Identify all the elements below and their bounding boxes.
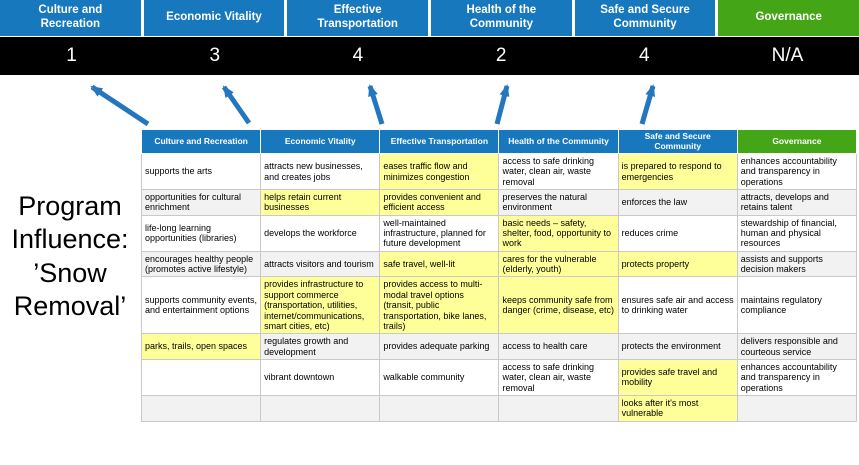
matrix-cell: enforces the law (617, 189, 738, 216)
matrix-cell-highlighted: cares for the vulnerable (elderly, youth… (498, 250, 619, 278)
banner-category-label: Effective Transportation (317, 4, 398, 30)
matrix-row: opportunities for cultural enrichment hel… (140, 189, 858, 216)
up-arrow-icon (90, 84, 150, 127)
banner-category-label: Governance (755, 11, 822, 24)
score-value: 1 (66, 45, 77, 66)
score-band: 1 3 4 2 4 N/A (0, 37, 859, 75)
matrix-header: Effective Transportation (379, 128, 500, 155)
matrix-row: looks after it's most vulnerable (140, 394, 858, 422)
matrix-header: Health of the Community (498, 128, 619, 155)
score-value: 4 (638, 45, 650, 66)
matrix-cell: develops the workforce (260, 214, 381, 252)
influence-arrows (90, 84, 656, 127)
score-value: 3 (209, 45, 221, 66)
matrix-cell: protects the environment (617, 333, 738, 360)
matrix-cell-highlighted: provides access to multi-modal travel op… (379, 276, 500, 335)
matrix-row: supports the arts attracts new businesses… (140, 153, 858, 191)
matrix-cell: delivers responsible and courteous servi… (736, 333, 858, 360)
matrix-cell: walkable community (379, 358, 500, 396)
matrix-header: Safe and Secure Community (617, 128, 738, 155)
banner-category-label: Safe and Secure Community (600, 4, 690, 30)
matrix-cell: vibrant downtown (260, 358, 381, 396)
score-value: N/A (771, 45, 804, 66)
banner-category-label: Health of the Community (466, 4, 537, 30)
matrix-header: Governance (736, 128, 858, 155)
banner-category: Health of the Community (431, 0, 572, 36)
matrix-cell-highlighted: provides safe travel and mobility (617, 358, 738, 396)
matrix-cell (140, 358, 262, 396)
matrix-cell-highlighted: provides convenient and efficient access (379, 189, 500, 216)
matrix-cell: access to safe drinking water, clean air… (498, 358, 619, 396)
matrix-cell: preserves the natural environment (498, 189, 619, 216)
matrix-cell (379, 394, 500, 422)
matrix-header: Economic Vitality (260, 128, 381, 155)
matrix-cell: maintains regulatory compliance (736, 276, 858, 335)
up-arrow-icon (367, 84, 385, 125)
matrix-cell (736, 394, 858, 422)
matrix-cell: opportunities for cultural enrichment (140, 189, 262, 216)
matrix-cell-highlighted: is prepared to respond to emergencies (617, 153, 738, 191)
matrix-cell: well-maintained infrastructure, planned … (379, 214, 500, 252)
matrix-cell-highlighted: helps retain current businesses (260, 189, 381, 216)
matrix-cell-highlighted: basic needs – safety, shelter, food, opp… (498, 214, 619, 252)
matrix-cell: access to safe drinking water, clean air… (498, 153, 619, 191)
matrix-row: encourages healthy people (promotes acti… (140, 250, 858, 278)
matrix-cell: attracts, develops and retains talent (736, 189, 858, 216)
banner-category: Economic Vitality (143, 0, 285, 36)
matrix-cell: ensures safe air and access to drinking … (617, 276, 738, 335)
banner-category: Effective Transportation (287, 0, 429, 36)
matrix-cell: supports the arts (140, 153, 262, 191)
banner-category: Culture and Recreation (0, 0, 141, 36)
matrix-cell: encourages healthy people (promotes acti… (140, 250, 262, 278)
matrix-cell: attracts new businesses, and creates job… (260, 153, 381, 191)
matrix-cell-highlighted: keeps community safe from danger (crime,… (498, 276, 619, 335)
matrix-cell-highlighted: provides infrastructure to support comme… (260, 276, 381, 335)
matrix-cell: stewardship of financial, human and phys… (736, 214, 858, 252)
matrix-row: parks, trails, open spaces regulates grow… (140, 333, 858, 360)
matrix-cell-highlighted: looks after it's most vulnerable (617, 394, 738, 422)
matrix-cell-highlighted: eases traffic flow and minimizes congest… (379, 153, 500, 191)
matrix-cell: access to health care (498, 333, 619, 360)
banner-category: Governance (718, 0, 859, 36)
up-arrow-icon (639, 84, 656, 125)
matrix-cell (140, 394, 262, 422)
matrix-cell: enhances accountability and transparency… (736, 153, 858, 191)
influence-matrix: Culture and Recreation Economic Vitality E… (140, 128, 858, 422)
program-title: Program Influence: ’Snow Removal’ (11, 191, 129, 322)
matrix-cell: assists and supports decision makers (736, 250, 858, 278)
matrix-cell: reduces crime (617, 214, 738, 252)
up-arrow-icon (494, 84, 510, 125)
matrix-body: supports the arts attracts new businesses… (140, 153, 858, 422)
matrix-cell: provides adequate parking (379, 333, 500, 360)
matrix-header-row: Culture and Recreation Economic Vitality E… (140, 128, 858, 155)
up-arrow-icon (221, 85, 252, 125)
matrix-cell: life-long learning opportunities (librar… (140, 214, 262, 252)
matrix-cell: regulates growth and development (260, 333, 381, 360)
matrix-cell: attracts visitors and tourism (260, 250, 381, 278)
matrix-cell-highlighted: protects property (617, 250, 738, 278)
matrix-cell: supports community events, and entertain… (140, 276, 262, 335)
category-banner: Culture and Recreation Economic Vitality Ef… (0, 0, 859, 36)
matrix-cell (498, 394, 619, 422)
score-value: 4 (352, 45, 364, 66)
matrix-row: vibrant downtown walkable community access… (140, 358, 858, 396)
matrix-row: life-long learning opportunities (librar… (140, 214, 858, 252)
banner-category-label: Economic Vitality (166, 11, 262, 24)
matrix-row: supports community events, and entertain… (140, 276, 858, 335)
matrix-cell-highlighted: safe travel, well-lit (379, 250, 500, 278)
matrix-cell (260, 394, 381, 422)
matrix-cell: enhances accountability and transparency… (736, 358, 858, 396)
banner-category-label: Culture and Recreation (38, 4, 103, 30)
score-value: 2 (495, 45, 507, 66)
banner-category: Safe and Secure Community (574, 0, 716, 36)
matrix-header: Culture and Recreation (140, 128, 262, 155)
matrix-cell-highlighted: parks, trails, open spaces (140, 333, 262, 360)
